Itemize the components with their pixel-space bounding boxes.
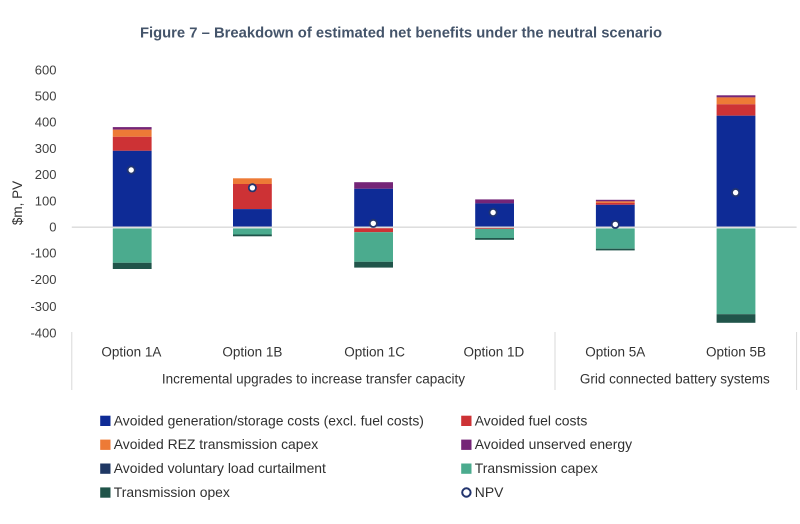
- svg-text:0: 0: [49, 220, 56, 235]
- svg-text:-200: -200: [30, 272, 56, 287]
- svg-text:-100: -100: [30, 246, 56, 261]
- svg-text:100: 100: [35, 193, 57, 208]
- svg-text:Avoided unserved energy: Avoided unserved energy: [475, 436, 632, 452]
- svg-text:Transmission capex: Transmission capex: [475, 460, 598, 476]
- svg-text:NPV: NPV: [475, 484, 504, 500]
- svg-text:Option 5B: Option 5B: [706, 345, 766, 360]
- svg-text:Option 1A: Option 1A: [101, 345, 161, 360]
- svg-text:Transmission opex: Transmission opex: [114, 484, 230, 500]
- svg-text:Avoided fuel costs: Avoided fuel costs: [475, 412, 588, 428]
- svg-text:-300: -300: [30, 299, 56, 314]
- svg-text:Grid connected battery systems: Grid connected battery systems: [580, 372, 770, 387]
- svg-text:600: 600: [35, 62, 57, 77]
- svg-text:Option 1B: Option 1B: [222, 345, 282, 360]
- svg-text:-400: -400: [30, 326, 56, 341]
- svg-text:Option 1C: Option 1C: [344, 345, 405, 360]
- svg-text:300: 300: [35, 141, 57, 156]
- svg-text:400: 400: [35, 115, 57, 130]
- svg-text:Avoided voluntary load curtail: Avoided voluntary load curtailment: [114, 460, 326, 476]
- svg-text:$m, PV: $m, PV: [10, 181, 25, 225]
- svg-text:500: 500: [35, 89, 57, 104]
- svg-text:Option 5A: Option 5A: [585, 345, 645, 360]
- svg-text:Option 1D: Option 1D: [464, 345, 525, 360]
- svg-text:Avoided REZ transmission capex: Avoided REZ transmission capex: [114, 436, 318, 452]
- svg-text:Figure 7 – Breakdown of estima: Figure 7 – Breakdown of estimated net be…: [140, 26, 662, 42]
- svg-text:Avoided generation/storage cos: Avoided generation/storage costs (excl. …: [114, 412, 424, 428]
- svg-text:Incremental upgrades to increa: Incremental upgrades to increase transfe…: [162, 372, 465, 387]
- svg-text:200: 200: [35, 167, 57, 182]
